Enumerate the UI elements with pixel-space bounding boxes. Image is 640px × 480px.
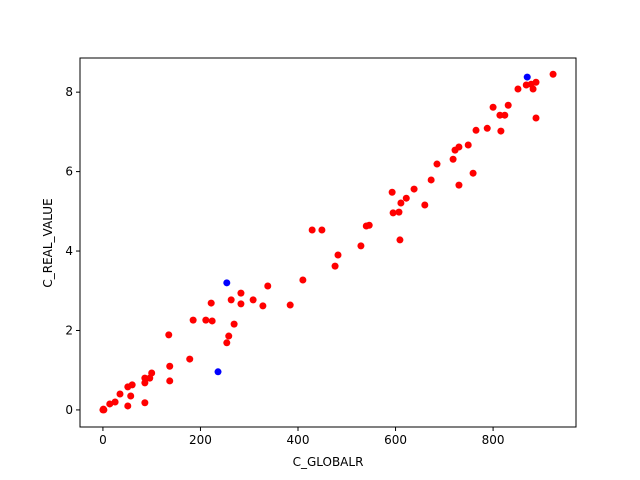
point bbox=[395, 208, 403, 216]
y-tick-label: 0 bbox=[65, 403, 73, 417]
point bbox=[166, 377, 174, 385]
point bbox=[116, 390, 124, 398]
y-tick-label: 4 bbox=[65, 244, 73, 258]
point bbox=[111, 398, 119, 406]
point bbox=[388, 188, 396, 196]
point bbox=[501, 111, 509, 119]
point bbox=[237, 300, 245, 308]
point bbox=[128, 381, 136, 389]
point bbox=[318, 226, 326, 234]
point bbox=[421, 201, 429, 209]
point bbox=[106, 400, 114, 408]
point bbox=[264, 282, 272, 290]
point bbox=[124, 402, 132, 410]
point bbox=[202, 316, 210, 324]
point bbox=[223, 279, 231, 287]
point bbox=[166, 362, 174, 370]
point bbox=[207, 299, 215, 307]
point bbox=[308, 226, 316, 234]
point bbox=[396, 236, 404, 244]
y-tick-label: 2 bbox=[65, 323, 73, 337]
point bbox=[529, 85, 537, 93]
point bbox=[389, 209, 397, 217]
point bbox=[331, 262, 339, 270]
x-tick-label: 0 bbox=[99, 433, 107, 447]
point bbox=[208, 317, 216, 325]
point bbox=[449, 155, 457, 163]
point bbox=[214, 368, 222, 376]
point bbox=[230, 320, 238, 328]
x-axis-label: C_GLOBALR bbox=[293, 455, 364, 469]
point bbox=[223, 339, 231, 347]
point bbox=[237, 289, 245, 297]
y-tick-label: 6 bbox=[65, 165, 73, 179]
point bbox=[496, 111, 504, 119]
point bbox=[523, 73, 531, 81]
point bbox=[483, 124, 491, 132]
point bbox=[549, 70, 557, 78]
point bbox=[455, 143, 463, 151]
point bbox=[410, 185, 418, 193]
point bbox=[99, 405, 107, 413]
y-axis-label: C_REAL_VALUE bbox=[41, 198, 55, 287]
point bbox=[365, 221, 373, 229]
point bbox=[469, 169, 477, 177]
point bbox=[427, 176, 435, 184]
point bbox=[127, 392, 135, 400]
point bbox=[514, 85, 522, 93]
point bbox=[532, 114, 540, 122]
x-tick-label: 800 bbox=[482, 433, 505, 447]
point bbox=[189, 316, 197, 324]
point bbox=[397, 199, 405, 207]
point bbox=[472, 126, 480, 134]
point bbox=[165, 331, 173, 339]
x-tick-label: 200 bbox=[189, 433, 212, 447]
point bbox=[141, 379, 149, 387]
point bbox=[504, 101, 512, 109]
x-tick-label: 400 bbox=[287, 433, 310, 447]
point bbox=[464, 141, 472, 149]
point bbox=[186, 355, 194, 363]
point bbox=[299, 276, 307, 284]
point bbox=[455, 181, 463, 189]
point bbox=[532, 78, 540, 86]
point bbox=[286, 301, 294, 309]
point bbox=[357, 242, 365, 250]
point bbox=[249, 296, 257, 304]
point bbox=[489, 103, 497, 111]
plot-frame bbox=[79, 57, 577, 428]
point bbox=[148, 369, 156, 377]
point bbox=[259, 302, 267, 310]
point bbox=[141, 399, 149, 407]
point bbox=[497, 127, 505, 135]
point bbox=[334, 251, 342, 259]
point bbox=[433, 160, 441, 168]
x-tick-label: 600 bbox=[384, 433, 407, 447]
point bbox=[227, 296, 235, 304]
point bbox=[402, 194, 410, 202]
y-tick-label: 8 bbox=[65, 85, 73, 99]
point bbox=[225, 332, 233, 340]
